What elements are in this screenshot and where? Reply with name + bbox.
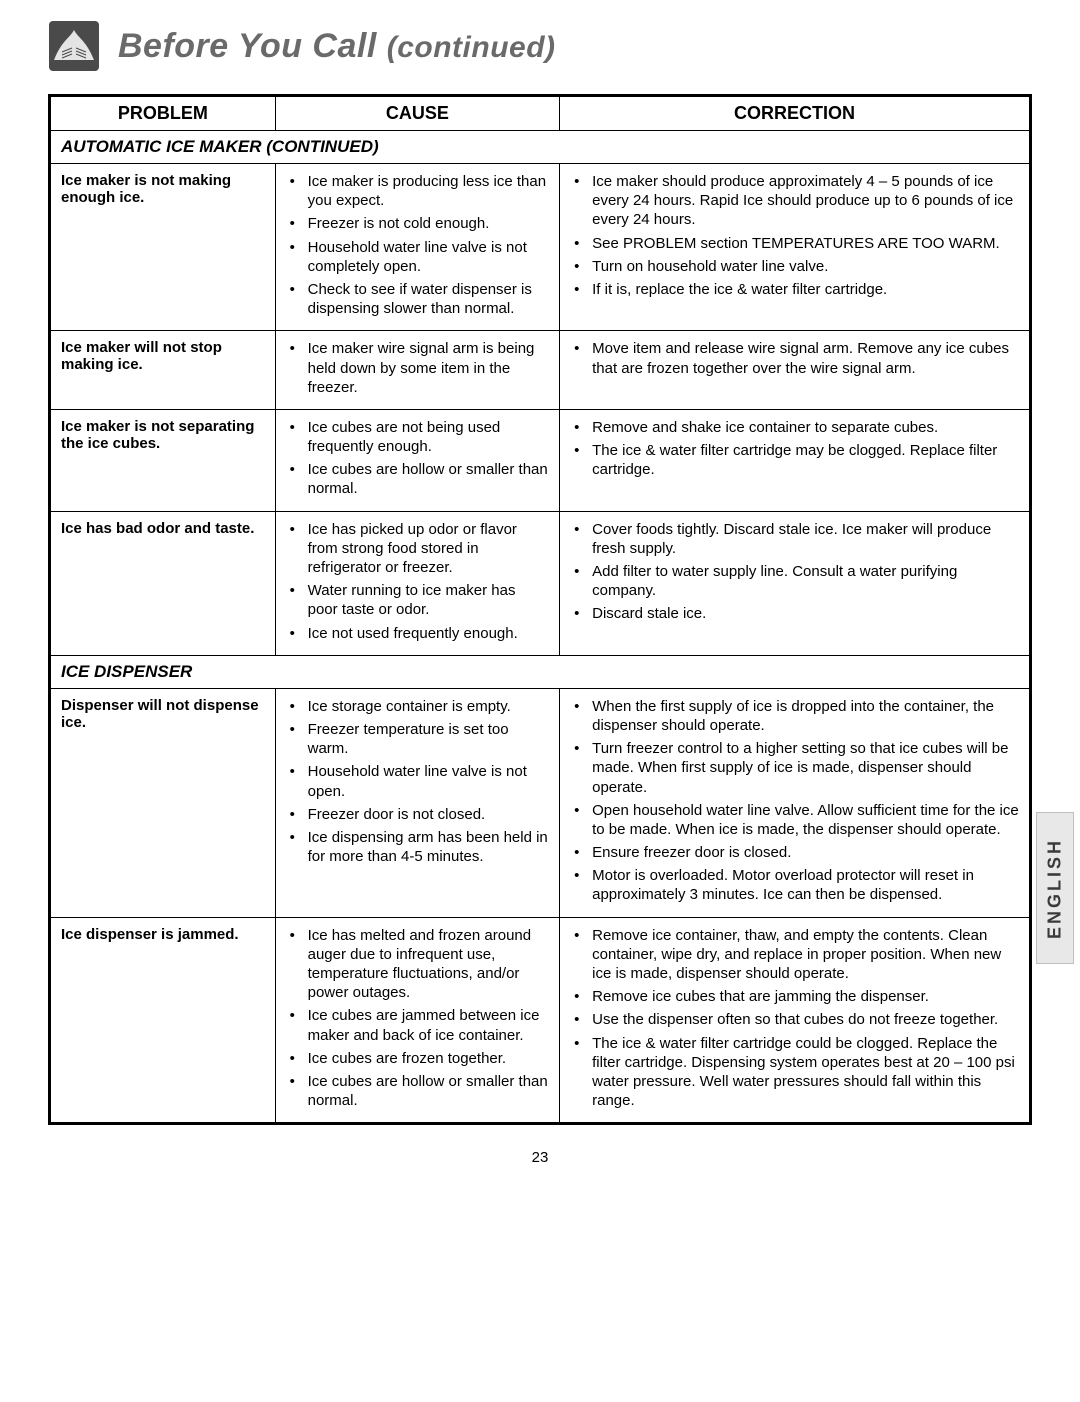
list-item: Household water line valve is not comple… (286, 238, 549, 276)
list-item: Remove and shake ice container to separa… (570, 418, 1019, 437)
list-item: Turn on household water line valve. (570, 257, 1019, 276)
list-item: Remove ice container, thaw, and empty th… (570, 926, 1019, 984)
list-item: Ice cubes are hollow or smaller than nor… (286, 460, 549, 498)
list-item: Ice maker should produce approximately 4… (570, 172, 1019, 230)
list-item: The ice & water filter cartridge could b… (570, 1034, 1019, 1111)
list-item: Water running to ice maker has poor tast… (286, 581, 549, 619)
title-continued: (continued) (387, 31, 556, 64)
cause-cell: Ice maker wire signal arm is being held … (275, 331, 559, 410)
table-row: Ice has bad odor and taste. Ice has pick… (50, 511, 1031, 655)
language-tab-label: ENGLISH (1045, 838, 1066, 939)
list-item: Freezer temperature is set too warm. (286, 720, 549, 758)
problem-cell: Ice maker is not separating the ice cube… (50, 409, 276, 511)
page-number: 23 (48, 1149, 1032, 1166)
list-item: Use the dispenser often so that cubes do… (570, 1010, 1019, 1029)
list-item: Ice cubes are hollow or smaller than nor… (286, 1072, 549, 1110)
list-item: Household water line valve is not open. (286, 762, 549, 800)
table-row: Ice maker is not separating the ice cube… (50, 409, 1031, 511)
list-item: Freezer is not cold enough. (286, 214, 549, 233)
list-item: Ensure freezer door is closed. (570, 843, 1019, 862)
problem-cell: Ice dispenser is jammed. (50, 917, 276, 1124)
table-header-row: PROBLEM CAUSE CORRECTION (50, 96, 1031, 131)
correction-cell: When the first supply of ice is dropped … (560, 688, 1031, 917)
cause-cell: Ice cubes are not being used frequently … (275, 409, 559, 511)
cause-cell: Ice maker is producing less ice than you… (275, 164, 559, 331)
problem-cell: Ice maker will not stop making ice. (50, 331, 276, 410)
table-row: Ice dispenser is jammed. Ice has melted … (50, 917, 1031, 1124)
section-title: AUTOMATIC ICE MAKER (CONTINUED) (50, 131, 1031, 164)
list-item: See PROBLEM section TEMPERATURES ARE TOO… (570, 234, 1019, 253)
page-title: Before You Call (continued) (118, 27, 556, 66)
list-item: Remove ice cubes that are jamming the di… (570, 987, 1019, 1006)
list-item: Ice maker wire signal arm is being held … (286, 339, 549, 397)
list-item: When the first supply of ice is dropped … (570, 697, 1019, 735)
cause-cell: Ice storage container is empty. Freezer … (275, 688, 559, 917)
page-header: Before You Call (continued) (48, 20, 1032, 72)
correction-cell: Move item and release wire signal arm. R… (560, 331, 1031, 410)
list-item: Freezer door is not closed. (286, 805, 549, 824)
list-item: Check to see if water dispenser is dispe… (286, 280, 549, 318)
list-item: Ice dispensing arm has been held in for … (286, 828, 549, 866)
list-item: If it is, replace the ice & water filter… (570, 280, 1019, 299)
list-item: Ice has melted and frozen around auger d… (286, 926, 549, 1003)
section-title: ICE DISPENSER (50, 655, 1031, 688)
language-tab: ENGLISH (1036, 812, 1074, 964)
page-container: Before You Call (continued) PROBLEM CAUS… (0, 0, 1080, 1196)
list-item: Move item and release wire signal arm. R… (570, 339, 1019, 377)
list-item: Ice not used frequently enough. (286, 624, 549, 643)
section-row: ICE DISPENSER (50, 655, 1031, 688)
list-item: Open household water line valve. Allow s… (570, 801, 1019, 839)
col-header-cause: CAUSE (275, 96, 559, 131)
cause-cell: Ice has melted and frozen around auger d… (275, 917, 559, 1124)
table-row: Ice maker will not stop making ice. Ice … (50, 331, 1031, 410)
list-item: Cover foods tightly. Discard stale ice. … (570, 520, 1019, 558)
col-header-problem: PROBLEM (50, 96, 276, 131)
manual-icon (48, 20, 100, 72)
correction-cell: Remove ice container, thaw, and empty th… (560, 917, 1031, 1124)
list-item: Ice cubes are jammed between ice maker a… (286, 1006, 549, 1044)
list-item: Ice has picked up odor or flavor from st… (286, 520, 549, 578)
correction-cell: Cover foods tightly. Discard stale ice. … (560, 511, 1031, 655)
table-row: Ice maker is not making enough ice. Ice … (50, 164, 1031, 331)
section-row: AUTOMATIC ICE MAKER (CONTINUED) (50, 131, 1031, 164)
list-item: Ice cubes are not being used frequently … (286, 418, 549, 456)
list-item: Motor is overloaded. Motor overload prot… (570, 866, 1019, 904)
list-item: Ice cubes are frozen together. (286, 1049, 549, 1068)
cause-cell: Ice has picked up odor or flavor from st… (275, 511, 559, 655)
list-item: Ice maker is producing less ice than you… (286, 172, 549, 210)
list-item: The ice & water filter cartridge may be … (570, 441, 1019, 479)
title-main: Before You Call (118, 27, 377, 65)
problem-cell: Ice has bad odor and taste. (50, 511, 276, 655)
problem-cell: Dispenser will not dispense ice. (50, 688, 276, 917)
problem-cell: Ice maker is not making enough ice. (50, 164, 276, 331)
correction-cell: Ice maker should produce approximately 4… (560, 164, 1031, 331)
list-item: Turn freezer control to a higher setting… (570, 739, 1019, 797)
col-header-correction: CORRECTION (560, 96, 1031, 131)
correction-cell: Remove and shake ice container to separa… (560, 409, 1031, 511)
list-item: Add filter to water supply line. Consult… (570, 562, 1019, 600)
list-item: Ice storage container is empty. (286, 697, 549, 716)
table-row: Dispenser will not dispense ice. Ice sto… (50, 688, 1031, 917)
list-item: Discard stale ice. (570, 604, 1019, 623)
troubleshooting-table: PROBLEM CAUSE CORRECTION AUTOMATIC ICE M… (48, 94, 1032, 1125)
